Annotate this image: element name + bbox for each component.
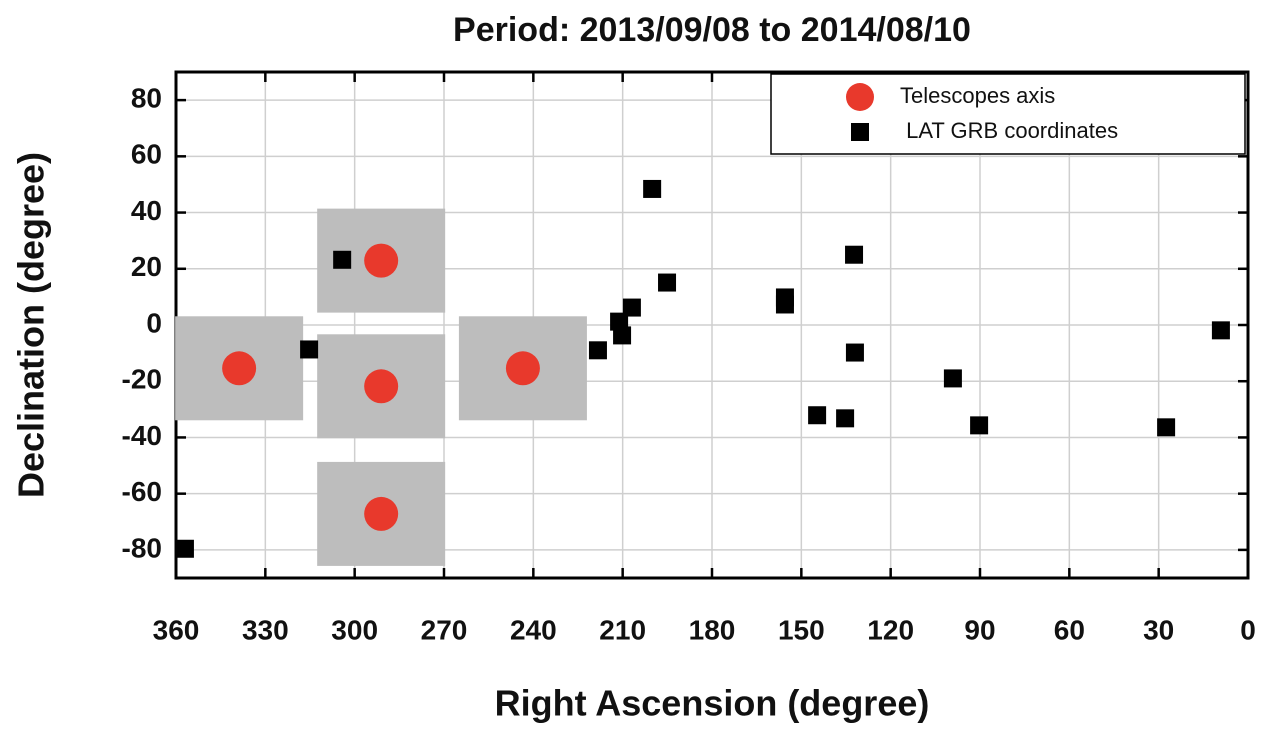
grb-point xyxy=(1157,418,1176,437)
legend-marker xyxy=(851,123,869,141)
x-tick-label: 360 xyxy=(153,614,200,645)
x-tick-label: 0 xyxy=(1240,614,1256,645)
grb-point xyxy=(333,250,352,269)
grb-point xyxy=(808,406,827,425)
grb-point xyxy=(845,245,864,264)
telescope-point xyxy=(222,351,257,386)
grb-point xyxy=(588,341,607,360)
x-tick-label: 330 xyxy=(242,614,289,645)
grb-point xyxy=(658,273,677,292)
x-tick-label: 60 xyxy=(1054,614,1085,645)
grb-point xyxy=(643,179,662,198)
grb-point xyxy=(300,340,319,359)
x-tick-label: 300 xyxy=(331,614,378,645)
grb-point xyxy=(970,416,989,435)
legend-label: Telescopes axis xyxy=(900,83,1055,108)
x-axis-title: Right Ascension (degree) xyxy=(495,683,930,724)
x-tick-label: 30 xyxy=(1143,614,1174,645)
x-tick-label: 90 xyxy=(964,614,995,645)
y-tick-label: 60 xyxy=(131,139,162,170)
grb-point xyxy=(610,312,629,331)
chart-title: Period: 2013/09/08 to 2014/08/10 xyxy=(453,11,971,49)
y-axis-title: Declination (degree) xyxy=(11,152,52,498)
legend-label: LAT GRB coordinates xyxy=(900,118,1118,143)
grb-point xyxy=(622,298,641,317)
telescope-point xyxy=(364,243,399,278)
x-tick-label: 120 xyxy=(867,614,914,645)
x-tick-label: 270 xyxy=(421,614,468,645)
x-tick-label: 180 xyxy=(689,614,736,645)
grb-point xyxy=(943,369,962,388)
telescope-point xyxy=(364,369,399,404)
y-tick-label: 80 xyxy=(131,83,162,114)
y-tick-label: 20 xyxy=(131,251,162,282)
y-tick-label: -20 xyxy=(122,364,162,395)
grb-point xyxy=(845,343,864,362)
y-tick-label: -40 xyxy=(122,420,162,451)
grb-point xyxy=(836,409,855,428)
telescope-point xyxy=(364,496,399,531)
grb-point xyxy=(613,326,632,345)
x-tick-label: 240 xyxy=(510,614,557,645)
y-tick-label: -60 xyxy=(122,476,162,507)
y-tick-label: 40 xyxy=(131,195,162,226)
legend-marker xyxy=(846,83,874,111)
grb-point xyxy=(1211,321,1230,340)
y-tick-label: -80 xyxy=(122,532,162,563)
x-tick-label: 210 xyxy=(599,614,646,645)
y-tick-label: 0 xyxy=(146,307,162,338)
grb-point xyxy=(775,295,794,314)
grb-point xyxy=(175,539,194,558)
telescope-point xyxy=(505,351,540,386)
x-tick-label: 150 xyxy=(778,614,825,645)
